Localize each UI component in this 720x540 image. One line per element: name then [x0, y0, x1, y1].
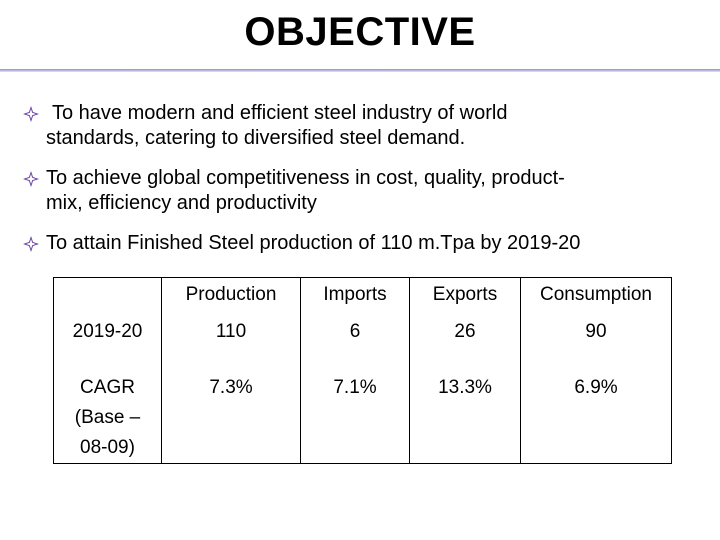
- bullet-text: To have modern and efficient steel indus…: [52, 102, 508, 124]
- table-header-row: Production Imports Exports Consumption: [53, 277, 672, 312]
- table-row: 2019-20 110 6 26 90: [53, 312, 672, 373]
- bullet-text: To achieve global competitiveness in cos…: [46, 167, 565, 189]
- diamond-bullet-icon: [23, 236, 39, 252]
- diamond-bullet-icon: [23, 106, 39, 122]
- cell-value: 6.9%: [574, 377, 618, 398]
- bullet-item: To achieve global competitiveness in cos…: [22, 166, 702, 216]
- table-row: CAGR (Base – 08-09) 7.3% 7.1% 13.3% 6.9%: [53, 373, 672, 464]
- table-cell: 6.9%: [520, 373, 672, 464]
- row-label: 2019-20: [53, 312, 162, 373]
- row-label-line: 08-09): [80, 437, 135, 458]
- cell-value: 13.3%: [438, 377, 492, 398]
- slide-title: OBJECTIVE: [244, 10, 476, 54]
- cell-value: 7.3%: [209, 377, 253, 398]
- table-cell: 7.3%: [161, 373, 301, 464]
- bullet-item: To have modern and efficient steel indus…: [22, 101, 702, 151]
- bullet-text: To attain Finished Steel production of 1…: [46, 232, 581, 254]
- row-label-line: CAGR: [80, 377, 135, 398]
- steel-targets-table: Production Imports Exports Consumption 2…: [53, 277, 672, 464]
- row-label: CAGR (Base – 08-09): [53, 373, 162, 464]
- table-header-cell: Production: [161, 277, 301, 312]
- title-divider: [0, 69, 720, 72]
- table-header-cell: Consumption: [520, 277, 672, 312]
- table-cell: 6: [300, 312, 410, 373]
- table-cell: 7.1%: [300, 373, 410, 464]
- table-cell: 90: [520, 312, 672, 373]
- table-cell: 13.3%: [409, 373, 521, 464]
- row-label-line: (Base –: [74, 407, 141, 428]
- table-header-cell: Exports: [409, 277, 521, 312]
- bullet-text-continued: mix, efficiency and productivity: [46, 192, 317, 214]
- table-cell: 26: [409, 312, 521, 373]
- table-header-cell: Imports: [300, 277, 410, 312]
- bullet-item: To attain Finished Steel production of 1…: [22, 231, 702, 256]
- bullet-text-continued: standards, catering to diversified steel…: [46, 127, 466, 149]
- table-cell: 110: [161, 312, 301, 373]
- diamond-bullet-icon: [23, 171, 39, 187]
- table-header-cell: [53, 277, 162, 312]
- cell-value: 7.1%: [333, 377, 377, 398]
